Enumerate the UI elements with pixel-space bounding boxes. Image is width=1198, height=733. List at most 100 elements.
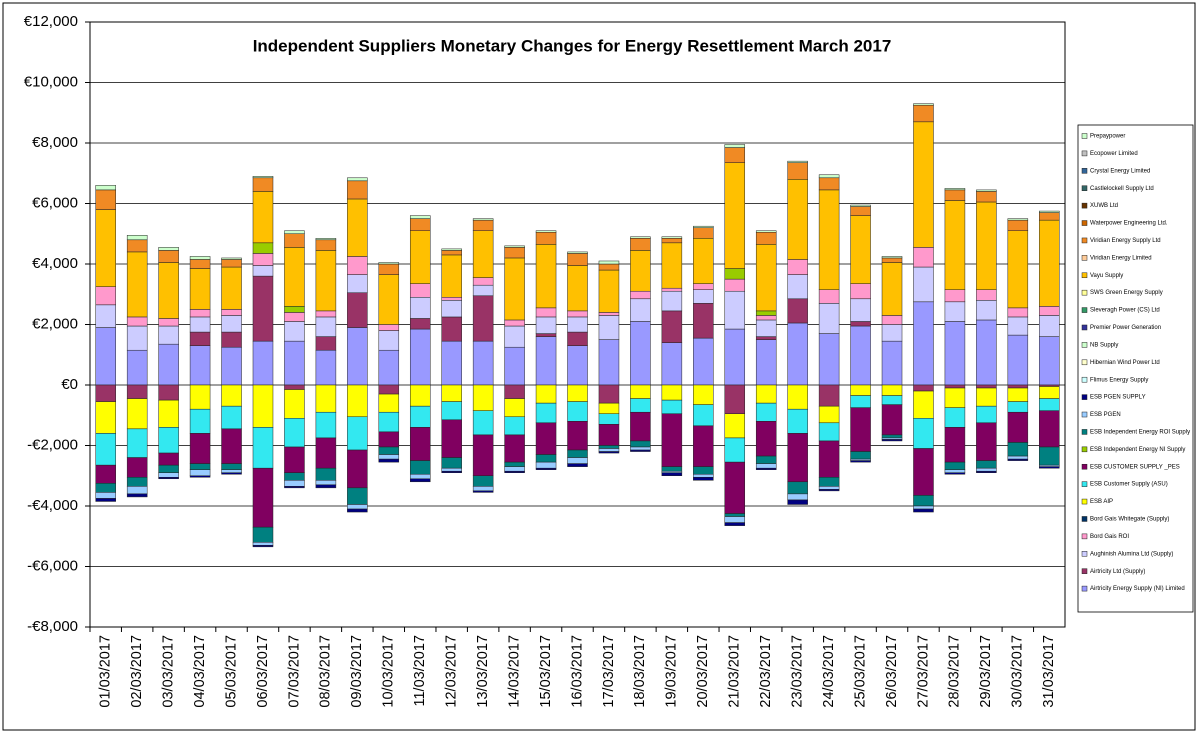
bar-segment	[347, 504, 368, 510]
legend-label: Viridian Energy Limited	[1090, 255, 1152, 261]
legend-label: Prepaypower	[1090, 134, 1125, 140]
legend-swatch	[1081, 411, 1088, 418]
legend-swatch	[1081, 168, 1088, 174]
legend-label: Airtricity Ltd (Supply)	[1090, 569, 1145, 575]
bar-segment	[567, 345, 588, 386]
bar-segment	[630, 298, 651, 322]
bar-segment	[504, 434, 525, 463]
bar-segment	[158, 399, 179, 428]
bar-segment	[881, 395, 903, 405]
bar-segment	[818, 489, 840, 492]
bar-segment	[693, 384, 714, 405]
bar-segment	[347, 327, 368, 386]
bar-segment	[95, 492, 116, 499]
bar-segment	[504, 384, 525, 399]
bar-segment	[535, 384, 557, 404]
bar-segment	[850, 283, 871, 300]
bar-segment	[221, 331, 242, 348]
bar-segment	[315, 349, 337, 386]
bar-segment	[378, 431, 400, 448]
bar-segment	[724, 144, 746, 148]
bar-segment	[126, 325, 148, 351]
bar-segment	[693, 473, 714, 478]
bar-segment	[378, 411, 400, 433]
bar-segment	[472, 490, 494, 493]
bar-segment	[409, 478, 431, 483]
legend-swatch	[1081, 185, 1088, 191]
legend-label: Premier Power Generation	[1090, 325, 1161, 331]
x-tick-label: 18/03/2017	[632, 635, 648, 708]
bar-segment	[252, 526, 274, 543]
bar-segment	[252, 542, 274, 546]
legend-label: Hibernian Wind Power Ltd	[1090, 360, 1160, 366]
legend-swatch	[1081, 481, 1088, 487]
bar-segment	[315, 467, 337, 481]
bar-segment	[189, 469, 211, 477]
legend-label: ESB CUSTOMER SUPPLY _PES	[1090, 464, 1180, 470]
x-tick-label: 03/03/2017	[160, 635, 176, 708]
bar-segment	[441, 297, 462, 301]
legend-label: ESB Independent Energy ROI Supply	[1090, 430, 1190, 436]
bar-segment	[693, 404, 714, 427]
legend-swatch	[1081, 220, 1088, 226]
bar-segment	[472, 295, 494, 342]
bar-segment	[441, 340, 462, 386]
y-tick-label: €12,000	[24, 13, 78, 30]
bar-segment	[944, 189, 966, 201]
x-tick-label: 27/03/2017	[915, 635, 931, 708]
bar-segment	[409, 328, 431, 386]
bar-segment	[126, 384, 148, 399]
bar-segment	[976, 289, 997, 301]
bar-segment	[472, 277, 494, 286]
bar-segment	[976, 467, 997, 472]
bar-segment	[755, 230, 777, 233]
bar-segment	[95, 433, 116, 466]
bar-segment	[850, 206, 871, 216]
bar-segment	[378, 263, 400, 275]
x-tick-label: 08/03/2017	[318, 635, 334, 708]
x-tick-label: 11/03/2017	[412, 635, 428, 707]
bar-segment	[535, 422, 557, 455]
bar-segment	[567, 310, 588, 318]
bar-segment	[504, 416, 525, 436]
bar-segment	[787, 259, 808, 275]
legend-label: Waterpower Engineering Ltd.	[1090, 221, 1168, 227]
bar-segment	[1039, 386, 1060, 399]
x-tick-label: 29/03/2017	[978, 635, 994, 708]
bar-segment	[693, 303, 714, 339]
bar-segment	[881, 404, 903, 436]
bar-segment	[567, 421, 588, 451]
legend-swatch	[1081, 516, 1088, 522]
bar-segment	[567, 449, 588, 458]
bar-segment	[724, 328, 746, 386]
bar-segment	[126, 316, 148, 327]
bar-segment	[347, 384, 368, 418]
legend-label: ESB AIP	[1090, 499, 1113, 505]
bar-segment	[944, 321, 966, 386]
bar-segment	[661, 310, 683, 343]
bar-segment	[630, 384, 651, 399]
legend-label: XUWB Ltd	[1090, 203, 1118, 209]
bar-segment	[724, 268, 746, 280]
bar-segment	[1007, 458, 1029, 461]
bar-segment	[881, 256, 903, 259]
bar-segment	[315, 484, 337, 489]
bar-segment	[347, 416, 368, 451]
y-tick-label: -€8,000	[27, 618, 78, 635]
bar-segment	[409, 283, 431, 298]
legend-label: SWS Green Energy Supply	[1090, 290, 1163, 296]
legend-label: ESB Customer Supply (ASU)	[1090, 482, 1168, 488]
bar-segment	[315, 480, 337, 486]
bar-segment	[378, 393, 400, 413]
bar-segment	[347, 180, 368, 200]
bar-segment	[158, 247, 179, 251]
bar-segment	[944, 387, 966, 408]
bar-segment	[881, 262, 903, 316]
bar-segment	[818, 189, 840, 290]
bar-segment	[189, 463, 211, 470]
bar-segment	[252, 427, 274, 469]
bar-segment	[724, 413, 746, 439]
bar-segment	[598, 312, 620, 316]
bar-segment	[598, 315, 620, 340]
bar-segment	[189, 256, 211, 260]
